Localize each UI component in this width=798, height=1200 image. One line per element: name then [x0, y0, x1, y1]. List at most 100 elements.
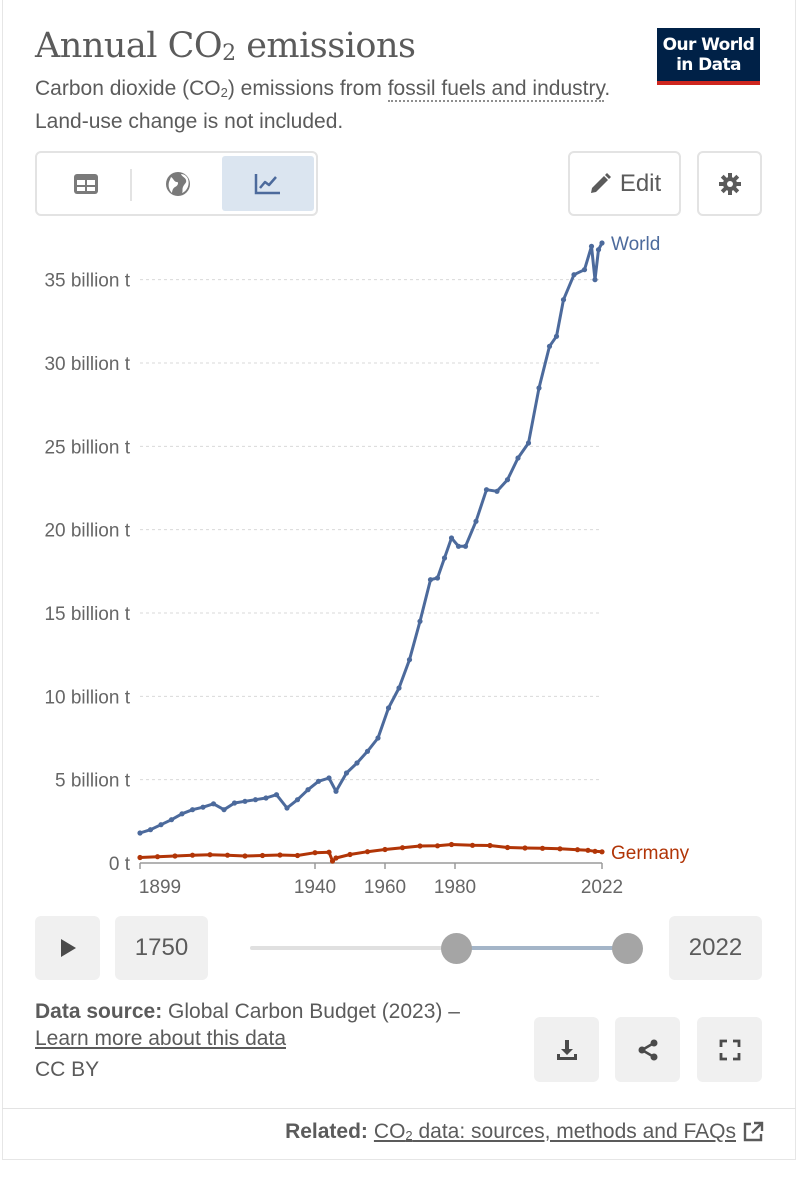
world-data-point [158, 822, 164, 828]
x-tick-label: 1960 [364, 877, 406, 898]
timeline-end-year[interactable]: 2022 [669, 916, 762, 980]
timeline-start-handle[interactable] [441, 933, 472, 964]
logo-line-2: in Data [676, 55, 741, 75]
world-data-point [427, 577, 434, 583]
world-data-point [441, 555, 448, 561]
x-tick-label: 1980 [434, 877, 476, 898]
chart-subtitle: Carbon dioxide (CO2) emissions from foss… [35, 77, 611, 133]
world-data-point [137, 830, 143, 836]
world-data-point [588, 243, 595, 249]
footer-divider [2, 1108, 796, 1109]
germany-data-point [469, 842, 476, 848]
globe-icon [166, 171, 190, 196]
world-data-point [595, 247, 602, 253]
world-data-point [315, 778, 322, 784]
table-icon [74, 173, 98, 194]
world-data-point [406, 657, 413, 663]
view-tabs [35, 151, 318, 216]
play-button[interactable] [35, 916, 100, 980]
world-data-point [525, 440, 532, 446]
world-data-point [210, 801, 217, 807]
world-data-point [448, 535, 455, 541]
line-chart-icon [254, 173, 280, 194]
germany-data-point [137, 854, 143, 861]
world-data-point [189, 807, 196, 813]
world-data-point [571, 272, 577, 278]
download-button[interactable] [534, 1017, 599, 1082]
play-icon [60, 939, 76, 957]
germany-data-point [277, 852, 283, 858]
learn-more-link[interactable]: Learn more about this data [35, 1027, 286, 1050]
fullscreen-button[interactable] [697, 1017, 762, 1082]
world-data-point [581, 267, 588, 273]
world-data-point [242, 798, 248, 804]
related-links: Related: CO2 data: sources, methods and … [285, 1120, 764, 1144]
world-data-point [385, 705, 392, 711]
world-data-point [515, 455, 521, 461]
owid-logo[interactable]: Our World in Data [657, 28, 760, 85]
germany-data-point [487, 842, 493, 849]
world-data-point [294, 797, 301, 803]
germany-data-point [585, 847, 591, 853]
germany-data-point [294, 852, 301, 859]
world-data-point [231, 800, 238, 806]
tab-separator [130, 169, 132, 201]
share-button[interactable] [615, 1017, 680, 1082]
y-tick-label: 5 billion t [55, 771, 131, 792]
world-data-point [179, 811, 185, 817]
timeline-selected-range[interactable] [457, 946, 628, 950]
germany-data-point [557, 846, 563, 852]
world-data-point [200, 804, 206, 810]
world-data-point [305, 787, 311, 793]
data-source-label: Data source: [35, 1000, 163, 1023]
share-icon [638, 1039, 657, 1060]
tab-map[interactable] [132, 156, 224, 211]
x-tick-label: 1940 [294, 877, 336, 898]
germany-data-point [599, 849, 605, 855]
world-data-point [546, 343, 553, 349]
world-data-point [462, 543, 469, 549]
chart-title: Annual CO2 emissions [35, 26, 416, 66]
x-tick-label: 1899 [139, 877, 181, 898]
world-data-point [263, 795, 269, 801]
germany-data-point [333, 855, 339, 861]
germany-data-point [172, 853, 178, 859]
germany-data-point [522, 845, 528, 851]
tab-table[interactable] [40, 156, 132, 211]
world-data-point [375, 735, 381, 741]
world-data-point [273, 792, 280, 798]
world-data-point [364, 748, 371, 754]
y-tick-label: 25 billion t [44, 437, 130, 458]
license[interactable]: CC BY [35, 1058, 100, 1081]
germany-data-point [224, 852, 231, 858]
data-source: Data source: Global Carbon Budget (2023)… [35, 998, 460, 1052]
germany-data-point [259, 852, 266, 859]
germany-data-point [434, 843, 441, 849]
x-tick-label: 2022 [581, 877, 623, 898]
germany-data-point [312, 850, 318, 856]
germany-data-point [189, 852, 196, 858]
germany-data-point [329, 858, 336, 864]
edit-button[interactable]: Edit [568, 151, 681, 216]
world-data-point [147, 827, 154, 833]
co2-data-faq-link[interactable]: CO2 data: sources, methods and FAQs [373, 1120, 736, 1143]
germany-data-point [417, 843, 423, 849]
world-series-label: World [611, 234, 660, 255]
timeline-track[interactable] [250, 946, 628, 950]
tab-chart[interactable] [222, 156, 314, 211]
world-data-point [333, 788, 339, 794]
related-label: Related: [285, 1120, 368, 1143]
timeline-end-handle[interactable] [612, 933, 643, 964]
y-tick-label: 10 billion t [44, 687, 130, 708]
gear-icon [718, 172, 741, 195]
world-data-point [592, 277, 598, 283]
germany-data-point [592, 848, 598, 854]
germany-data-point [154, 854, 161, 860]
chart-card [2, 0, 796, 1160]
fossil-fuels-definition-link[interactable]: fossil fuels and industry [387, 77, 605, 102]
timeline-start-year[interactable]: 1750 [115, 916, 208, 980]
world-data-point [455, 543, 462, 549]
y-tick-label: 35 billion t [44, 271, 130, 292]
settings-button[interactable] [697, 151, 762, 216]
germany-data-point [574, 847, 581, 853]
